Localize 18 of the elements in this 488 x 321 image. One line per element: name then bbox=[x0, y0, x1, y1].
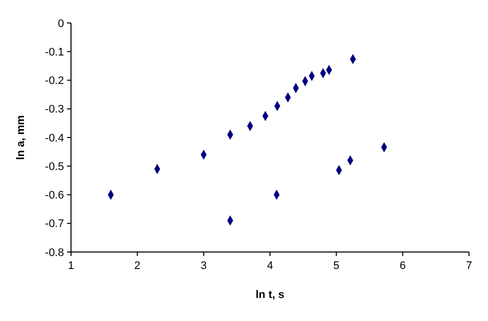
y-tick-label: -0.1 bbox=[45, 46, 64, 58]
y-tick-label: -0.7 bbox=[45, 218, 64, 230]
x-tick-label: 3 bbox=[200, 260, 207, 272]
y-tick-label: 0 bbox=[58, 18, 64, 30]
y-tick-label: -0.3 bbox=[45, 104, 64, 116]
y-tick-label: -0.4 bbox=[45, 132, 64, 144]
y-tick-label: -0.2 bbox=[45, 75, 64, 88]
y-tick-label: -0.8 bbox=[45, 246, 64, 259]
x-tick-label: 1 bbox=[68, 260, 74, 272]
x-tick-label: 5 bbox=[333, 260, 340, 272]
y-axis-title: ln a, mm bbox=[15, 114, 27, 160]
y-tick-label: -0.5 bbox=[45, 160, 64, 173]
x-tick-label: 6 bbox=[400, 260, 406, 272]
y-tick-label: -0.6 bbox=[45, 190, 64, 202]
x-tick-label: 7 bbox=[466, 260, 472, 272]
x-tick-label: 4 bbox=[266, 260, 274, 272]
x-axis-title: ln t, s bbox=[256, 289, 284, 301]
x-tick-label: 2 bbox=[134, 260, 140, 272]
